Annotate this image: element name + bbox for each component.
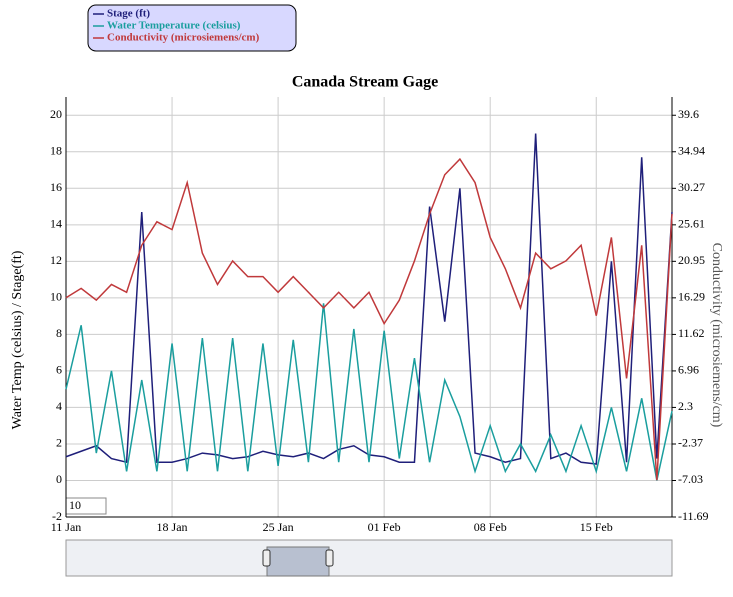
y2-tick-label: 25.61 — [678, 217, 705, 231]
y-tick-label: 20 — [50, 107, 62, 121]
y-axis-label: Water Temp (celsius) / Stage(ft) — [10, 250, 25, 429]
y-tick-label: 0 — [56, 472, 62, 486]
series-line — [65, 303, 673, 481]
y-tick-label: 14 — [50, 217, 62, 231]
y2-tick-label: -7.03 — [678, 472, 703, 486]
y2-tick-label: 20.95 — [678, 253, 705, 267]
range-selector[interactable] — [65, 539, 673, 577]
y-tick-label: 2 — [56, 436, 62, 450]
y2-tick-label: -2.37 — [678, 436, 703, 450]
y-tick-label: 10 — [50, 290, 62, 304]
y2-tick-label: 11.62 — [678, 326, 705, 340]
x-tick-label: 15 Feb — [580, 520, 613, 534]
y2-tick-label: -11.69 — [678, 509, 709, 523]
legend-box — [87, 4, 297, 52]
y2-axis-label: Conductivity (microsiemens/cm) — [709, 243, 724, 428]
y-tick-label: 4 — [56, 399, 62, 413]
x-tick-label: 18 Jan — [157, 520, 188, 534]
y-tick-label: -2 — [52, 509, 62, 523]
y2-tick-label: 16.29 — [678, 290, 705, 304]
y2-tick-label: 30.27 — [678, 180, 705, 194]
series-line — [65, 157, 673, 481]
series-line — [65, 133, 673, 465]
range-handle[interactable] — [262, 549, 271, 567]
y-tick-label: 8 — [56, 326, 62, 340]
y-tick-label: 18 — [50, 144, 62, 158]
y-tick-label: 6 — [56, 363, 62, 377]
x-tick-label: 01 Feb — [368, 520, 401, 534]
y2-tick-label: 39.6 — [678, 107, 699, 121]
legend-label: Water Temperature (celsius) — [107, 20, 241, 32]
y-tick-label: 16 — [50, 180, 62, 194]
roll-period-value: 10 — [69, 498, 81, 512]
y2-tick-label: 2.3 — [678, 399, 693, 413]
range-handle[interactable] — [325, 549, 334, 567]
x-tick-label: 25 Jan — [263, 520, 294, 534]
chart-title: Canada Stream Gage — [292, 74, 438, 91]
y-tick-label: 12 — [50, 253, 62, 267]
legend-label: Conductivity (microsiemens/cm) — [107, 32, 260, 44]
x-tick-label: 08 Feb — [474, 520, 507, 534]
y2-tick-label: 34.94 — [678, 144, 705, 158]
range-window[interactable] — [266, 546, 330, 577]
y2-tick-label: 6.96 — [678, 363, 699, 377]
legend-label: Stage (ft) — [107, 8, 150, 20]
x-tick-label: 11 Jan — [51, 520, 82, 534]
